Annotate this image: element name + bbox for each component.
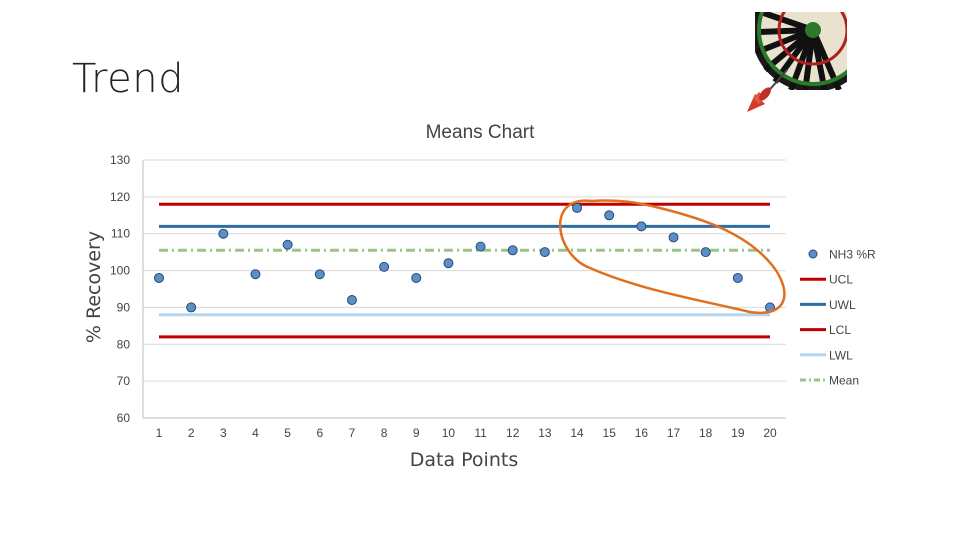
y-tick-label: 60 bbox=[117, 411, 131, 425]
x-tick-label: 14 bbox=[570, 426, 584, 440]
data-point bbox=[668, 232, 679, 243]
data-point bbox=[732, 272, 743, 283]
chart-title: Means Chart bbox=[426, 122, 535, 143]
x-tick-label: 11 bbox=[474, 426, 487, 440]
data-point bbox=[314, 269, 325, 280]
y-tick-label: 90 bbox=[117, 300, 131, 314]
x-tick-label: 15 bbox=[603, 426, 617, 440]
x-tick-label: 20 bbox=[763, 426, 777, 440]
x-tick-label: 5 bbox=[284, 426, 291, 440]
x-tick-label: 9 bbox=[413, 426, 420, 440]
y-axis-label: % Recovery bbox=[83, 231, 105, 343]
data-point bbox=[282, 239, 293, 250]
x-tick-label: 17 bbox=[667, 426, 681, 440]
x-tick-label: 13 bbox=[538, 426, 552, 440]
legend-label: Mean bbox=[829, 374, 859, 388]
data-point bbox=[186, 302, 197, 313]
y-tick-label: 100 bbox=[110, 264, 130, 278]
x-tick-label: 3 bbox=[220, 426, 227, 440]
data-point bbox=[218, 228, 229, 239]
x-tick-label: 2 bbox=[188, 426, 195, 440]
data-point bbox=[572, 202, 583, 213]
y-tick-label: 130 bbox=[110, 153, 130, 167]
data-point bbox=[154, 272, 164, 283]
legend-label: LWL bbox=[829, 348, 853, 362]
data-point bbox=[636, 221, 647, 232]
x-tick-label: 19 bbox=[731, 426, 745, 440]
data-point bbox=[379, 261, 390, 272]
dartboard-icon bbox=[747, 12, 847, 112]
data-point bbox=[411, 272, 422, 283]
data-point bbox=[346, 295, 357, 306]
x-tick-label: 12 bbox=[506, 426, 520, 440]
x-tick-label: 16 bbox=[635, 426, 649, 440]
data-point bbox=[507, 245, 518, 256]
x-tick-label: 18 bbox=[699, 426, 713, 440]
x-axis-label: Data Points bbox=[410, 449, 518, 471]
data-point bbox=[604, 210, 615, 221]
x-tick-label: 1 bbox=[156, 426, 163, 440]
y-tick-label: 70 bbox=[117, 374, 131, 388]
x-tick-label: 7 bbox=[349, 426, 356, 440]
x-tick-label: 10 bbox=[442, 426, 456, 440]
slide-title: Trend bbox=[72, 56, 184, 102]
legend-label: UWL bbox=[829, 298, 856, 312]
legend-label: NH3 %R bbox=[829, 248, 876, 262]
legend-label: LCL bbox=[829, 323, 851, 337]
y-tick-label: 120 bbox=[110, 190, 130, 204]
x-tick-label: 4 bbox=[252, 426, 259, 440]
data-point bbox=[539, 247, 550, 258]
data-point bbox=[475, 241, 486, 252]
legend-marker bbox=[808, 249, 818, 259]
annotation-ellipse bbox=[558, 199, 786, 315]
data-point bbox=[250, 269, 261, 280]
x-tick-label: 8 bbox=[381, 426, 388, 440]
y-tick-label: 110 bbox=[111, 227, 130, 241]
legend-label: UCL bbox=[829, 273, 853, 287]
y-tick-label: 80 bbox=[117, 337, 131, 351]
data-point bbox=[700, 247, 711, 258]
x-tick-label: 6 bbox=[316, 426, 323, 440]
data-point bbox=[443, 258, 454, 269]
